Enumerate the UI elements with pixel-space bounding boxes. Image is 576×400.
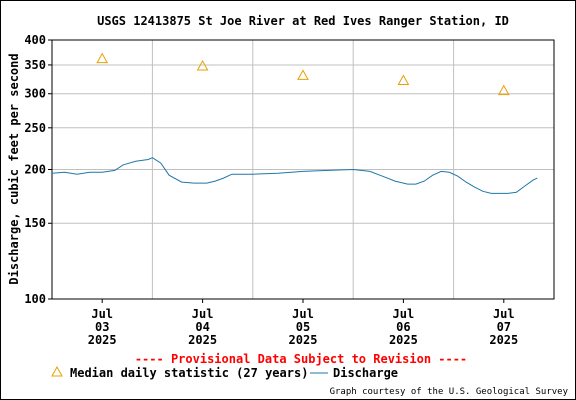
median-marker <box>497 84 510 96</box>
y-tick-label: 150 <box>24 216 46 230</box>
x-tick-label: Jul <box>192 307 214 321</box>
x-tick-label: Jul <box>493 307 515 321</box>
x-tick-label: Jul <box>91 307 113 321</box>
legend-median-marker <box>51 365 63 377</box>
x-tick-label: 07 <box>497 320 511 334</box>
credit-text: Graph courtesy of the U.S. Geological Su… <box>330 387 569 397</box>
median-marker <box>297 69 309 80</box>
median-marker <box>96 52 109 64</box>
median-marker <box>196 59 209 71</box>
chart-title: USGS 12413875 St Joe River at Red Ives R… <box>97 14 509 28</box>
y-axis-label: Discharge, cubic feet per second <box>7 53 21 284</box>
x-tick-label: 2025 <box>389 333 418 347</box>
x-tick-label: 04 <box>195 320 209 334</box>
y-axis: 100 150 200 250 300 350 400 <box>24 33 52 306</box>
x-tick-label: 06 <box>396 320 410 334</box>
x-tick-label: 2025 <box>489 333 518 347</box>
series-median-markers <box>96 52 510 96</box>
legend-discharge-label: Discharge <box>333 366 398 380</box>
y-tick-label: 250 <box>24 121 46 135</box>
y-tick-label: 350 <box>24 58 46 72</box>
y-tick-label: 200 <box>24 163 46 177</box>
x-tick-label: 03 <box>95 320 109 334</box>
series-discharge-line <box>51 157 538 194</box>
x-tick-label: Jul <box>393 307 415 321</box>
legend: Median daily statistic (27 years) Discha… <box>51 365 398 380</box>
provisional-note: ---- Provisional Data Subject to Revisio… <box>135 352 467 366</box>
x-tick-label: 2025 <box>188 333 217 347</box>
x-tick-label: 05 <box>296 320 310 334</box>
x-tick-label: 2025 <box>88 333 117 347</box>
y-tick-label: 300 <box>24 87 46 101</box>
gridlines <box>52 40 554 299</box>
x-axis: Jul032025Jul042025Jul052025Jul062025Jul0… <box>88 299 518 347</box>
legend-median-label: Median daily statistic (27 years) <box>70 366 308 380</box>
median-marker <box>397 74 410 86</box>
x-tick-label: 2025 <box>289 333 318 347</box>
y-tick-label: 100 <box>24 292 46 306</box>
y-tick-label: 400 <box>24 33 46 47</box>
x-tick-label: Jul <box>292 307 314 321</box>
